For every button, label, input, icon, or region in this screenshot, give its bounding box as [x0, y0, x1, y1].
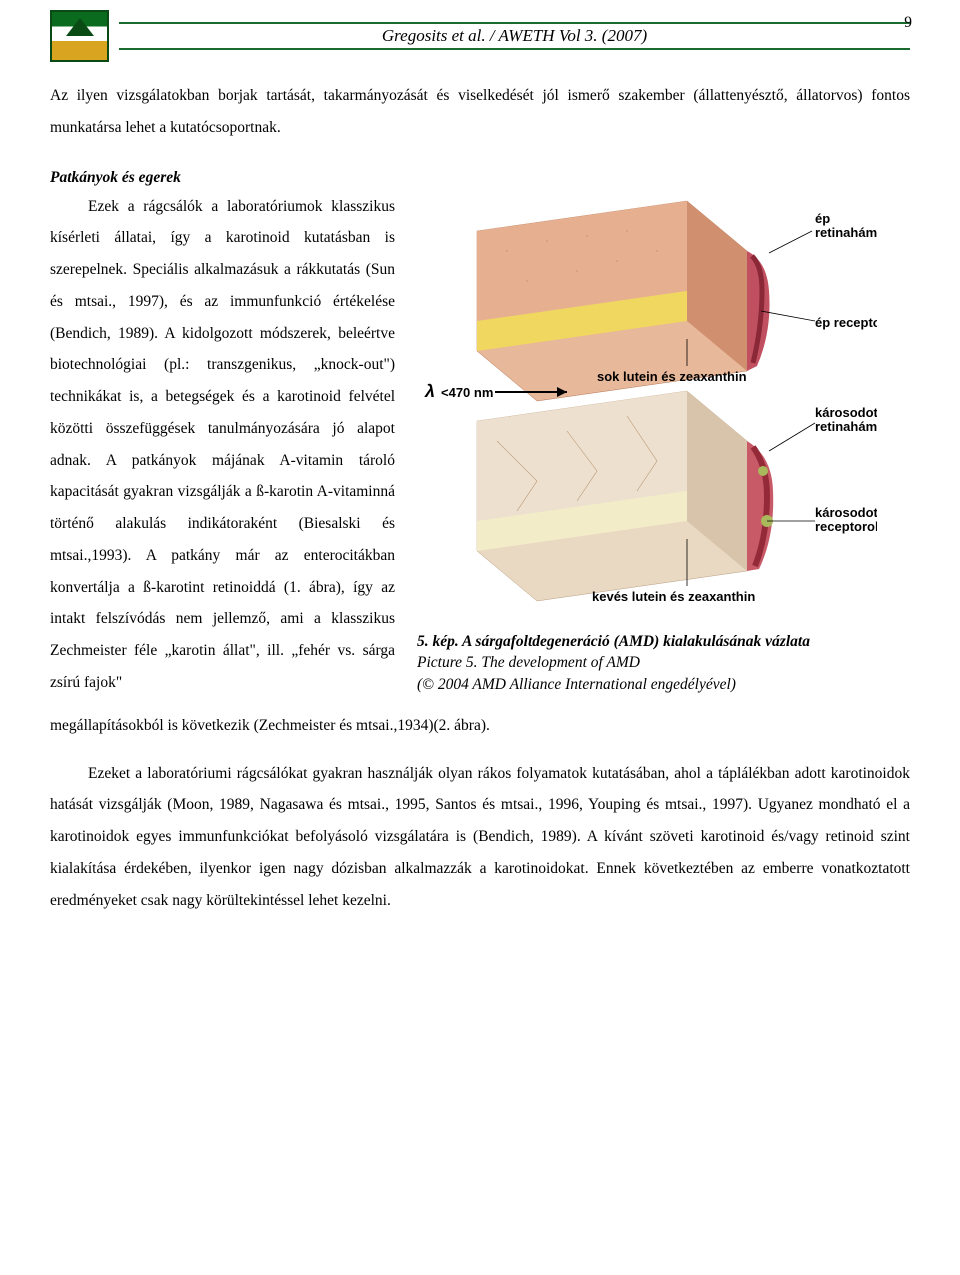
- page-number: 9: [904, 14, 912, 32]
- svg-text:károsodott: károsodott: [815, 405, 877, 420]
- svg-text:károsodott: károsodott: [815, 505, 877, 520]
- section-heading: Patkányok és egerek: [50, 169, 910, 187]
- svg-text:sok lutein és zeaxanthin: sok lutein és zeaxanthin: [597, 369, 747, 384]
- intro-paragraph: Az ilyen vizsgálatokban borjak tartását,…: [50, 80, 910, 144]
- figure-caption: 5. kép. A sárgafoltdegeneráció (AMD) kia…: [417, 631, 910, 696]
- figure-column: λ <470 nm: [417, 187, 910, 696]
- continuation-line: megállapításokból is következik (Zechmei…: [50, 710, 910, 742]
- left-column: Ezek a rágcsálók a laboratóriumok klassz…: [50, 187, 395, 715]
- lambda-symbol: λ: [424, 381, 435, 401]
- figure-amd-diagram: λ <470 nm: [417, 191, 910, 621]
- section-body: Ezek a rágcsálók a laboratóriumok klassz…: [50, 191, 395, 699]
- header-rule: 9 Gregosits et al. / AWETH Vol 3. (2007): [119, 20, 910, 52]
- caption-line-2: Picture 5. The development of AMD: [417, 652, 910, 674]
- closing-paragraph: Ezeket a laboratóriumi rágcsálókat gyakr…: [50, 758, 910, 917]
- caption-title: 5. kép. A sárgafoltdegeneráció (AMD) kia…: [417, 633, 810, 650]
- svg-text:retinahám: retinahám: [815, 419, 877, 434]
- svg-text:<470 nm: <470 nm: [441, 385, 493, 400]
- svg-text:ép: ép: [815, 211, 830, 226]
- svg-text:retinahám: retinahám: [815, 225, 877, 240]
- caption-line-3: (© 2004 AMD Alliance International enged…: [417, 674, 910, 696]
- running-head: Gregosits et al. / AWETH Vol 3. (2007): [372, 26, 657, 46]
- svg-text:receptorok: receptorok: [815, 519, 877, 534]
- svg-text:kevés lutein és zeaxanthin: kevés lutein és zeaxanthin: [592, 589, 755, 604]
- journal-logo: [50, 10, 109, 62]
- page-header: 9 Gregosits et al. / AWETH Vol 3. (2007): [50, 10, 910, 62]
- svg-text:ép receptorok: ép receptorok: [815, 315, 877, 330]
